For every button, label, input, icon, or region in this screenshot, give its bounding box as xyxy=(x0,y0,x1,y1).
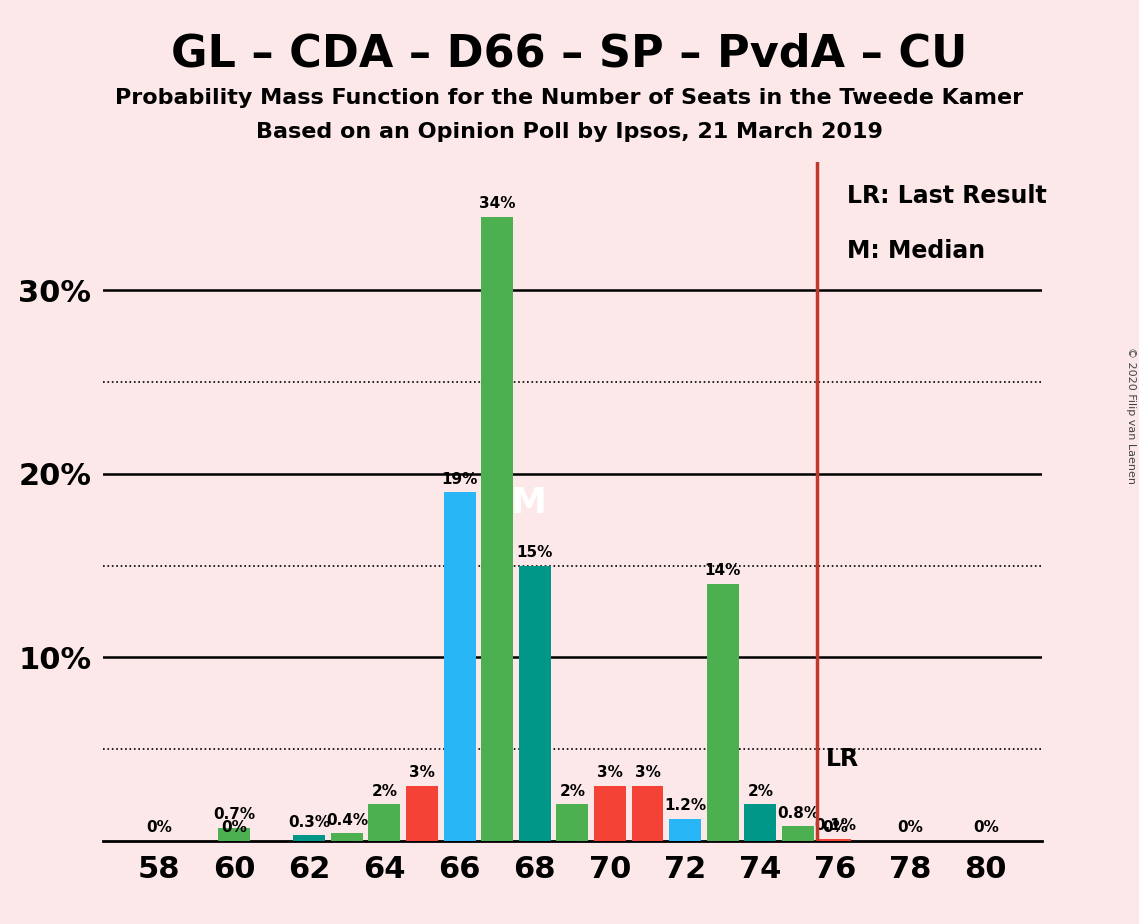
Bar xyxy=(368,804,401,841)
Bar xyxy=(481,217,514,841)
Bar xyxy=(405,785,439,841)
Text: 0%: 0% xyxy=(822,821,849,835)
Bar xyxy=(593,785,626,841)
Text: Based on an Opinion Poll by Ipsos, 21 March 2019: Based on an Opinion Poll by Ipsos, 21 Ma… xyxy=(256,122,883,142)
Text: 0.4%: 0.4% xyxy=(326,813,368,828)
Text: 0%: 0% xyxy=(221,821,247,835)
Bar xyxy=(819,839,852,841)
Text: 0%: 0% xyxy=(898,821,924,835)
Text: 1.2%: 1.2% xyxy=(664,798,706,813)
Bar xyxy=(218,828,251,841)
Text: 3%: 3% xyxy=(409,765,435,780)
Text: GL – CDA – D66 – SP – PvdA – CU: GL – CDA – D66 – SP – PvdA – CU xyxy=(171,32,968,76)
Text: LR: LR xyxy=(826,748,859,772)
Text: 2%: 2% xyxy=(747,784,773,798)
Bar xyxy=(443,492,476,841)
Text: 0.7%: 0.7% xyxy=(213,808,255,822)
Text: 3%: 3% xyxy=(597,765,623,780)
Text: M: Median: M: Median xyxy=(846,238,985,262)
Text: 0.8%: 0.8% xyxy=(777,806,819,821)
Text: 3%: 3% xyxy=(634,765,661,780)
Text: 2%: 2% xyxy=(559,784,585,798)
Text: LR: Last Result: LR: Last Result xyxy=(846,184,1047,208)
Bar xyxy=(744,804,777,841)
Bar xyxy=(293,835,326,841)
Bar xyxy=(518,565,551,841)
Text: 14%: 14% xyxy=(705,564,740,578)
Bar xyxy=(631,785,664,841)
Text: 19%: 19% xyxy=(442,471,477,487)
Bar xyxy=(706,584,739,841)
Text: 0.3%: 0.3% xyxy=(288,815,330,830)
Text: 0.1%: 0.1% xyxy=(814,819,857,833)
Bar xyxy=(781,826,814,841)
Text: Probability Mass Function for the Number of Seats in the Tweede Kamer: Probability Mass Function for the Number… xyxy=(115,88,1024,108)
Text: 0%: 0% xyxy=(973,821,999,835)
Text: M: M xyxy=(510,486,547,519)
Text: 34%: 34% xyxy=(478,196,516,212)
Bar xyxy=(330,833,363,841)
Bar xyxy=(669,819,702,841)
Text: 0%: 0% xyxy=(146,821,172,835)
Text: 2%: 2% xyxy=(371,784,398,798)
Text: © 2020 Filip van Laenen: © 2020 Filip van Laenen xyxy=(1126,347,1136,484)
Bar xyxy=(556,804,589,841)
Text: 15%: 15% xyxy=(517,545,552,560)
